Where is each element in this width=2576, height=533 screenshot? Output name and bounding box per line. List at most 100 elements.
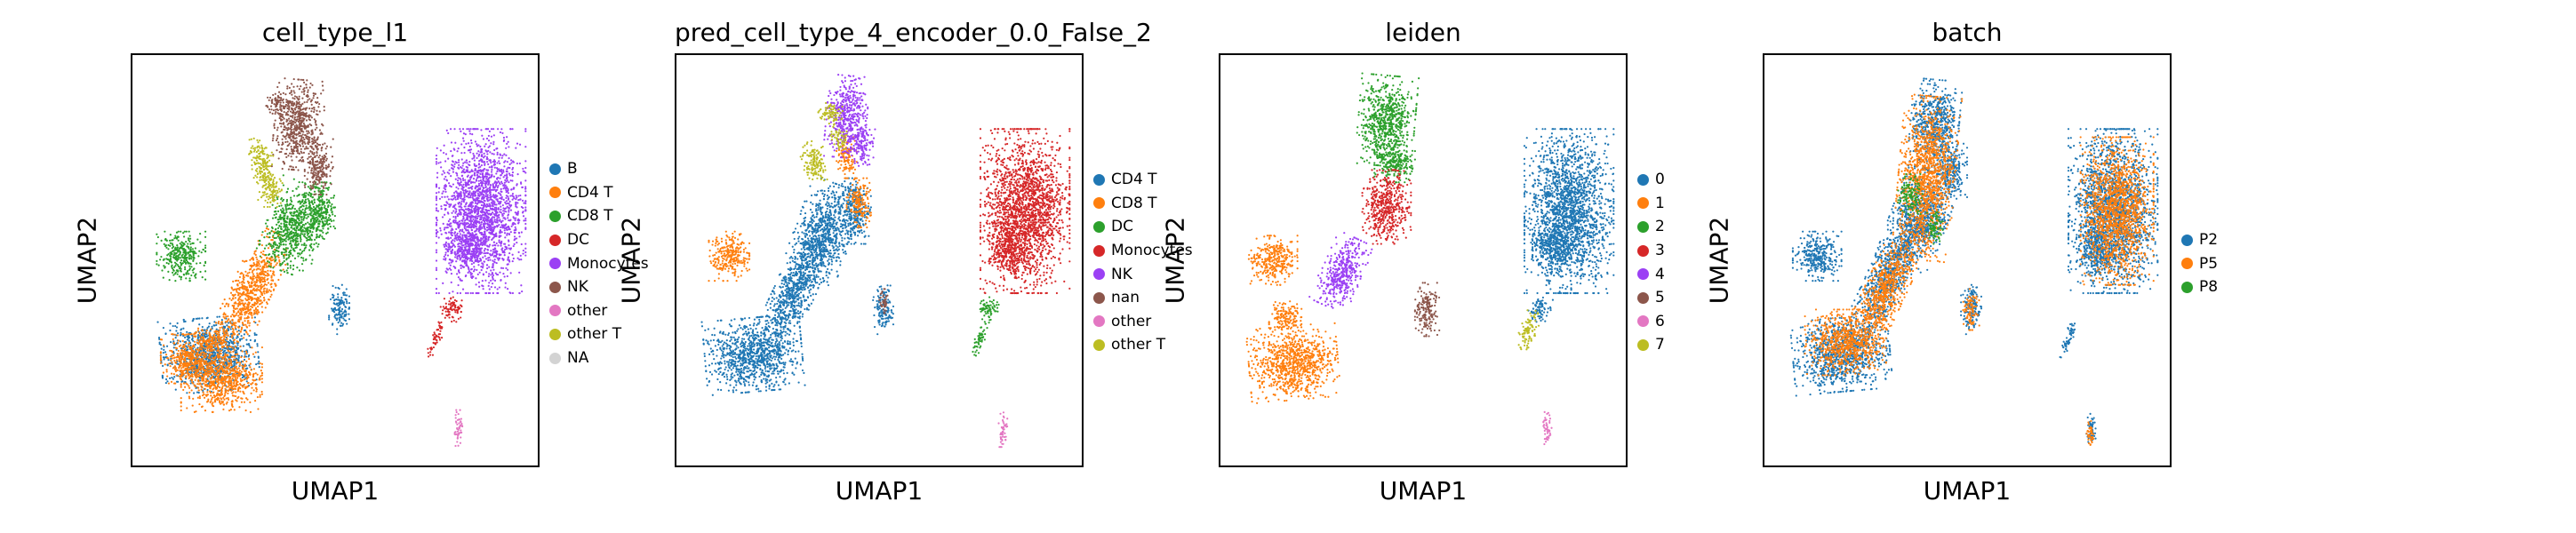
scatter-point xyxy=(317,143,320,147)
scatter-point xyxy=(196,354,199,356)
scatter-point xyxy=(284,153,286,155)
scatter-point xyxy=(185,261,188,265)
scatter-point xyxy=(221,382,224,386)
scatter-point xyxy=(215,323,218,326)
scatter-point xyxy=(285,253,288,256)
scatter-point xyxy=(184,347,187,351)
scatter-point xyxy=(217,322,220,325)
scatter-point xyxy=(312,173,315,177)
scatter-point xyxy=(276,210,280,212)
scatter-point xyxy=(324,155,327,158)
scatter-point xyxy=(199,241,202,243)
scatter-point xyxy=(246,374,249,377)
scatter-point xyxy=(236,305,240,307)
scatter-point xyxy=(246,398,249,401)
scatter-point xyxy=(184,252,187,255)
scatter-point xyxy=(186,330,188,333)
scatter-point xyxy=(294,108,297,111)
scatter-point xyxy=(183,336,187,339)
scatter-point xyxy=(236,330,238,333)
scatter-point xyxy=(331,211,333,214)
scatter-point xyxy=(194,336,196,338)
scatter-point xyxy=(322,193,324,195)
scatter-point xyxy=(238,282,241,284)
scatter-point xyxy=(229,328,232,330)
scatter-point xyxy=(316,136,319,139)
scatter-point xyxy=(298,95,300,98)
scatter-point xyxy=(162,351,164,354)
scatter-point xyxy=(196,262,198,265)
scatter-point xyxy=(198,361,201,363)
scatter-point xyxy=(168,279,171,282)
scatter-point xyxy=(194,385,196,388)
scatter-point xyxy=(230,340,233,343)
scatter-point xyxy=(238,339,242,342)
scatter-point xyxy=(167,382,171,385)
scatter-point xyxy=(226,330,228,333)
scatter-point xyxy=(177,251,180,253)
scatter-point xyxy=(259,377,261,379)
scatter-point xyxy=(159,259,162,261)
scatter-point xyxy=(248,281,251,284)
scatter-point xyxy=(252,265,254,267)
scatter-point xyxy=(253,298,256,300)
scatter-point xyxy=(315,217,317,219)
scatter-point xyxy=(209,330,212,332)
scatter-point xyxy=(157,264,160,266)
scatter-point xyxy=(183,243,186,246)
scatter-point xyxy=(226,338,228,340)
scatter-point xyxy=(321,168,324,171)
scatter-point xyxy=(225,370,228,372)
scatter-point xyxy=(288,237,291,240)
scatter-point xyxy=(170,372,173,375)
scatter-point xyxy=(285,198,289,202)
scatter-point xyxy=(256,298,260,301)
scatter-point xyxy=(240,281,244,283)
scatter-point xyxy=(253,282,256,285)
scatter-point xyxy=(314,221,316,224)
scatter-point xyxy=(297,169,300,171)
scatter-point xyxy=(244,259,247,262)
scatter-point xyxy=(182,353,185,355)
scatter-point xyxy=(266,290,268,292)
scatter-point xyxy=(169,244,172,247)
scatter-point xyxy=(245,352,248,355)
scatter-point xyxy=(226,370,229,373)
scatter-point xyxy=(247,306,250,309)
scatter-point xyxy=(245,343,248,346)
scatter-point xyxy=(307,238,309,241)
scatter-point xyxy=(316,174,318,177)
scatter-point xyxy=(305,147,308,150)
scatter-point xyxy=(316,234,318,236)
scatter-point xyxy=(254,308,257,311)
scatter-point xyxy=(256,305,260,308)
scatter-point xyxy=(226,324,228,327)
scatter-point xyxy=(290,232,293,235)
scatter-point xyxy=(188,397,191,400)
scatter-point xyxy=(272,250,275,253)
scatter-point xyxy=(180,370,183,372)
scatter-point xyxy=(293,228,296,232)
scatter-point xyxy=(305,204,308,207)
scatter-point xyxy=(182,345,186,348)
scatter-point xyxy=(307,228,309,231)
scatter-point xyxy=(288,91,292,95)
scatter-point xyxy=(306,100,308,103)
scatter-point xyxy=(227,397,229,400)
scatter-point xyxy=(266,272,269,274)
scatter-point xyxy=(187,237,190,240)
scatter-point xyxy=(269,295,272,298)
scatter-point xyxy=(180,370,182,373)
scatter-point xyxy=(190,333,193,336)
scatter-point xyxy=(293,243,296,246)
scatter-point xyxy=(306,230,309,233)
scatter-point xyxy=(237,367,240,370)
scatter-point xyxy=(189,237,192,240)
scatter-point xyxy=(292,221,294,224)
scatter-point xyxy=(206,362,209,365)
scatter-point xyxy=(213,324,216,327)
scatter-point xyxy=(263,292,266,295)
scatter-point xyxy=(206,388,209,392)
scatter-point xyxy=(236,340,239,343)
scatter-point xyxy=(244,320,246,322)
